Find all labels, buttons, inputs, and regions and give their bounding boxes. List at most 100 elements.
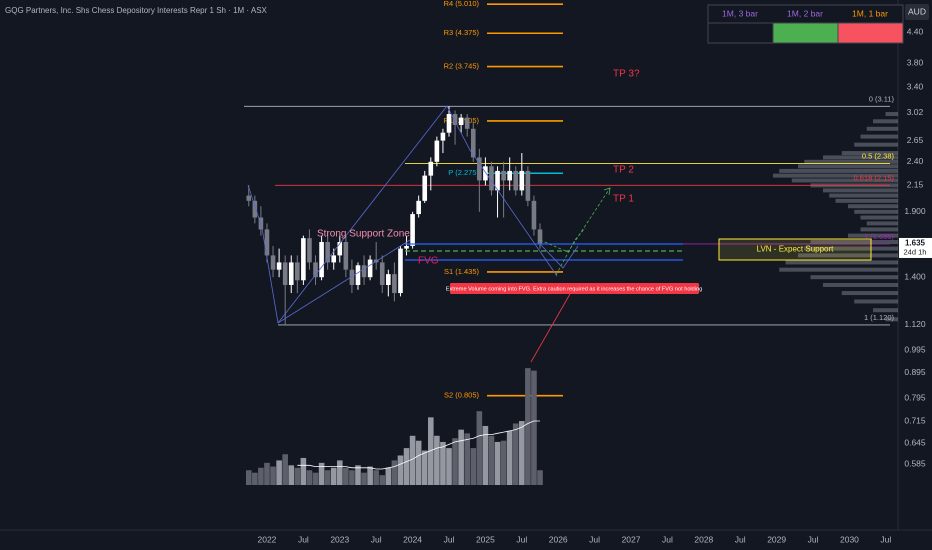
x-tick-label: Jul bbox=[589, 534, 600, 544]
volume-bar bbox=[464, 433, 471, 485]
volume-profile-bar bbox=[829, 193, 898, 198]
volume-profile-bar bbox=[823, 188, 898, 193]
arrow-head bbox=[603, 187, 611, 196]
volume-bar bbox=[336, 460, 343, 485]
volume-profile-bar bbox=[848, 233, 898, 238]
volume-profile-bar bbox=[854, 209, 898, 214]
candle-body bbox=[379, 262, 385, 285]
volume-bar bbox=[385, 467, 392, 485]
candle-body bbox=[325, 242, 330, 263]
volume-bar bbox=[470, 448, 477, 485]
volume-bar bbox=[276, 460, 282, 485]
table-header: 1M, 3 bar bbox=[722, 8, 758, 18]
volume-bar bbox=[361, 472, 367, 485]
volume-bar bbox=[379, 475, 386, 485]
candle-body bbox=[319, 242, 324, 278]
candle-body bbox=[416, 200, 421, 215]
candle-body bbox=[282, 262, 288, 285]
candle-body bbox=[434, 140, 440, 162]
candle-body bbox=[507, 170, 512, 181]
candle-body bbox=[337, 242, 343, 256]
volume-profile-bar bbox=[779, 168, 898, 173]
candle-body bbox=[331, 255, 337, 263]
candle-body bbox=[307, 238, 312, 263]
volume-profile-bar bbox=[866, 126, 898, 131]
volume-profile-bar bbox=[873, 308, 898, 313]
zigzag bbox=[277, 105, 558, 324]
y-tick-label: 1.900 bbox=[904, 206, 926, 216]
pivot-label: R2 (3.745) bbox=[444, 62, 480, 71]
volume-bar bbox=[458, 429, 464, 485]
candle-body bbox=[452, 114, 458, 126]
volume-bar bbox=[312, 472, 319, 485]
fib-label: 1 (1.635) bbox=[864, 232, 895, 241]
y-tick-label: 2.65 bbox=[907, 135, 924, 145]
volume-bar bbox=[482, 425, 489, 485]
candle-body bbox=[252, 200, 258, 218]
volume-bar bbox=[282, 454, 288, 485]
volume-bar bbox=[252, 472, 258, 485]
signal-cell bbox=[772, 22, 839, 44]
tp-label: TP 1 bbox=[613, 194, 634, 205]
candle-body bbox=[410, 214, 415, 246]
x-tick-label: Jul bbox=[662, 534, 673, 544]
pivot-label: S2 (0.805) bbox=[444, 391, 480, 400]
y-tick-label: 2.15 bbox=[907, 180, 924, 190]
candle-body bbox=[519, 170, 525, 191]
zone-label: Strong Support Zone bbox=[317, 229, 410, 240]
volume-profile-bar bbox=[835, 198, 898, 203]
x-tick-label: Jul bbox=[371, 534, 382, 544]
mid-layer bbox=[245, 106, 543, 485]
volume-bar bbox=[434, 435, 440, 485]
candle-body bbox=[489, 166, 494, 191]
y-tick-label: 4.40 bbox=[907, 26, 924, 36]
candle-body bbox=[501, 170, 506, 181]
volume-profile-bar bbox=[866, 221, 898, 226]
candle-body bbox=[367, 259, 373, 278]
candle-body bbox=[470, 128, 476, 158]
volume-profile-bar bbox=[785, 260, 898, 265]
volume-bar bbox=[519, 421, 525, 485]
volume-bar bbox=[245, 470, 252, 485]
x-tick-label: Jul bbox=[298, 534, 309, 544]
x-tick-label: 2029 bbox=[767, 534, 786, 544]
volume-bar bbox=[415, 440, 422, 485]
volume-bar bbox=[258, 467, 264, 485]
volume-bar bbox=[403, 448, 410, 485]
volume-bar bbox=[476, 411, 483, 485]
volume-bar bbox=[531, 370, 537, 485]
pivot-label: R4 (5.010) bbox=[444, 0, 480, 8]
last-price: 1.635 bbox=[905, 239, 926, 248]
tp-label: TP 2 bbox=[613, 165, 634, 176]
fib-label: 0.5 (2.38) bbox=[862, 152, 895, 161]
table-header: 1M, 2 bar bbox=[787, 8, 823, 18]
volume-profile-bar bbox=[810, 275, 898, 280]
volume-bar bbox=[494, 441, 501, 485]
volume-bar bbox=[324, 470, 331, 485]
candle-body bbox=[531, 200, 537, 230]
candle-body bbox=[355, 265, 361, 285]
y-tick-label: 1.120 bbox=[904, 319, 926, 329]
y-tick-label: 0.795 bbox=[904, 393, 926, 403]
x-tick-label: Jul bbox=[444, 534, 455, 544]
candle-body bbox=[295, 262, 300, 281]
volume-profile-bar bbox=[841, 151, 898, 156]
volume-profile-bar bbox=[885, 112, 898, 117]
volume-profile-bar bbox=[823, 155, 898, 160]
y-tick-label: 0.645 bbox=[904, 437, 926, 447]
last-price-badge bbox=[899, 237, 932, 258]
candle-body bbox=[313, 262, 318, 278]
volume-bar bbox=[270, 466, 276, 485]
note-text: Extreme Volume coming into FVG. Extra ca… bbox=[446, 286, 703, 292]
x-tick-label: 2030 bbox=[840, 534, 859, 544]
candle-body bbox=[513, 170, 519, 191]
lvn-text: LVN - Expect Support bbox=[757, 245, 835, 254]
candle-body bbox=[464, 117, 470, 129]
volume-bar bbox=[397, 455, 404, 485]
volume-profile-bar bbox=[885, 317, 898, 322]
x-tick-label: Jul bbox=[808, 534, 819, 544]
pivot-label: S1 (1.435) bbox=[444, 267, 480, 276]
y-tick-label: 3.80 bbox=[907, 58, 924, 68]
y-tick-label: 0.715 bbox=[904, 415, 926, 425]
